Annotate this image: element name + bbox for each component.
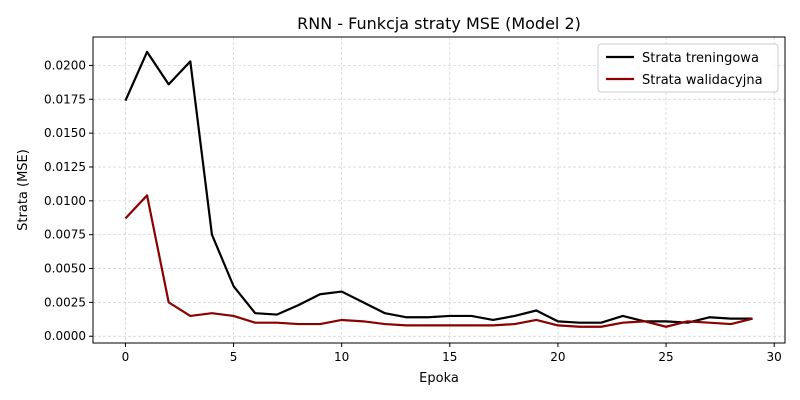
- x-tick-label: 15: [442, 350, 457, 364]
- x-tick-label: 30: [767, 350, 782, 364]
- x-tick-label: 5: [230, 350, 238, 364]
- legend: Strata treningowa Strata walidacyjna: [597, 43, 779, 93]
- y-tick-label: 0.0200: [44, 58, 86, 72]
- plot-frame: [92, 36, 786, 344]
- y-axis: 0.0000 0.0025 0.0050 0.0075 0.0100 0.0125 0.01…: [44, 58, 93, 343]
- y-tick-label: 0.0175: [44, 92, 86, 106]
- chart-title: RNN - Funkcja straty MSE (Model 2): [297, 14, 581, 33]
- legend-box: [597, 43, 779, 93]
- x-tick-label: 0: [122, 350, 130, 364]
- series-line-2: [124, 194, 753, 328]
- legend-label: Strata treningowa: [642, 51, 759, 66]
- y-tick-label: 0.0000: [44, 329, 86, 343]
- y-tick-label: 0.0025: [44, 295, 86, 309]
- x-axis: 0 5 10 15 20 25 30: [122, 343, 782, 364]
- legend-label: Strata walidacyjna: [642, 73, 763, 88]
- y-tick-label: 0.0150: [44, 126, 86, 140]
- x-tick-label: 10: [334, 350, 349, 364]
- y-tick-label: 0.0100: [44, 194, 86, 208]
- series-line-1: [124, 50, 753, 324]
- x-axis-title: Epoka: [419, 371, 459, 386]
- y-tick-label: 0.0075: [44, 228, 86, 242]
- series-layer: [124, 50, 753, 328]
- y-tick-label: 0.0050: [44, 262, 86, 276]
- x-tick-label: 25: [658, 350, 673, 364]
- x-tick-label: 20: [550, 350, 565, 364]
- y-tick-label: 0.0125: [44, 160, 86, 174]
- y-axis-title: Strata (MSE): [16, 149, 31, 231]
